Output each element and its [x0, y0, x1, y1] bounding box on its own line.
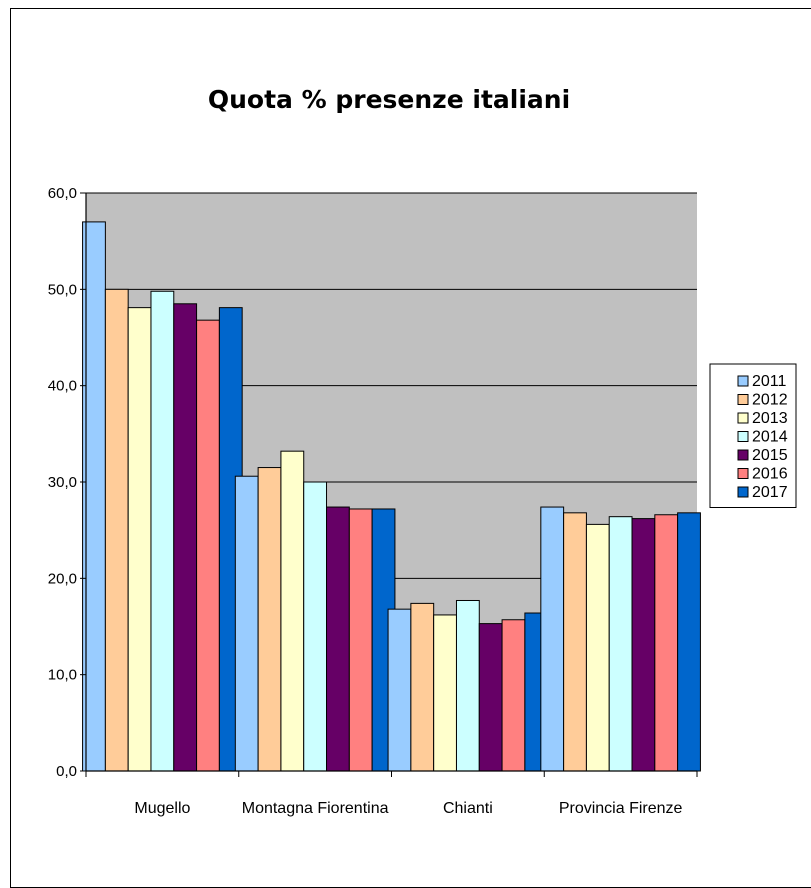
y-tick-label: 40,0 [48, 378, 77, 395]
y-tick-label: 30,0 [48, 474, 77, 491]
legend-label: 2014 [752, 429, 788, 446]
legend-swatch [737, 449, 749, 461]
bar [348, 508, 373, 772]
bar [104, 288, 129, 772]
bar [631, 518, 656, 772]
bar [677, 512, 701, 772]
legend-box [709, 363, 797, 508]
bar [280, 450, 305, 772]
x-category-label: Mugello [134, 800, 190, 817]
bar [585, 523, 610, 772]
bars [82, 221, 701, 772]
bar [455, 599, 480, 772]
y-tick-label: 50,0 [48, 281, 77, 298]
bar [234, 475, 259, 772]
y-tick-label: 0,0 [56, 763, 77, 780]
axes [80, 192, 698, 777]
bar [303, 481, 328, 772]
legend-label: 2011 [752, 373, 787, 390]
legend-label: 2016 [752, 466, 788, 483]
bar [433, 614, 457, 772]
legend-swatch [737, 375, 749, 387]
x-category-label: Montagna Fiorentina [242, 800, 389, 817]
bar [478, 623, 503, 772]
legend-label: 2017 [752, 484, 788, 501]
bar [608, 516, 633, 772]
x-category-labels: Mugello Montagna Fiorentina Chianti Provinc… [134, 800, 682, 817]
bar [410, 602, 435, 772]
legend-swatch [737, 394, 749, 405]
y-tick-labels: 0,0 10,0 20,0 30,0 40,0 50,0 60,0 [48, 185, 77, 780]
legend-label: 2015 [752, 447, 788, 464]
legend-label: 2013 [752, 410, 788, 427]
y-tick-label: 10,0 [48, 667, 77, 684]
bar [173, 303, 198, 772]
bar [387, 608, 412, 772]
bar [501, 619, 526, 772]
bar [654, 514, 679, 772]
y-tick-label: 60,0 [48, 185, 77, 202]
x-category-label: Chianti [443, 800, 493, 817]
bar [540, 506, 565, 772]
bar [127, 307, 152, 772]
legend-swatch [737, 468, 749, 479]
bar [257, 467, 282, 772]
legend-swatch [737, 412, 749, 424]
legend-swatch [737, 431, 749, 442]
bar [563, 512, 587, 772]
legend-label: 2012 [752, 392, 788, 409]
bar [196, 319, 220, 772]
x-category-label: Provincia Firenze [559, 800, 683, 817]
legend-swatch [737, 486, 749, 498]
y-tick-label: 20,0 [48, 570, 77, 587]
bar [326, 506, 350, 772]
chart-title: Quota % presenze italiani [208, 85, 570, 114]
bar [150, 290, 175, 772]
